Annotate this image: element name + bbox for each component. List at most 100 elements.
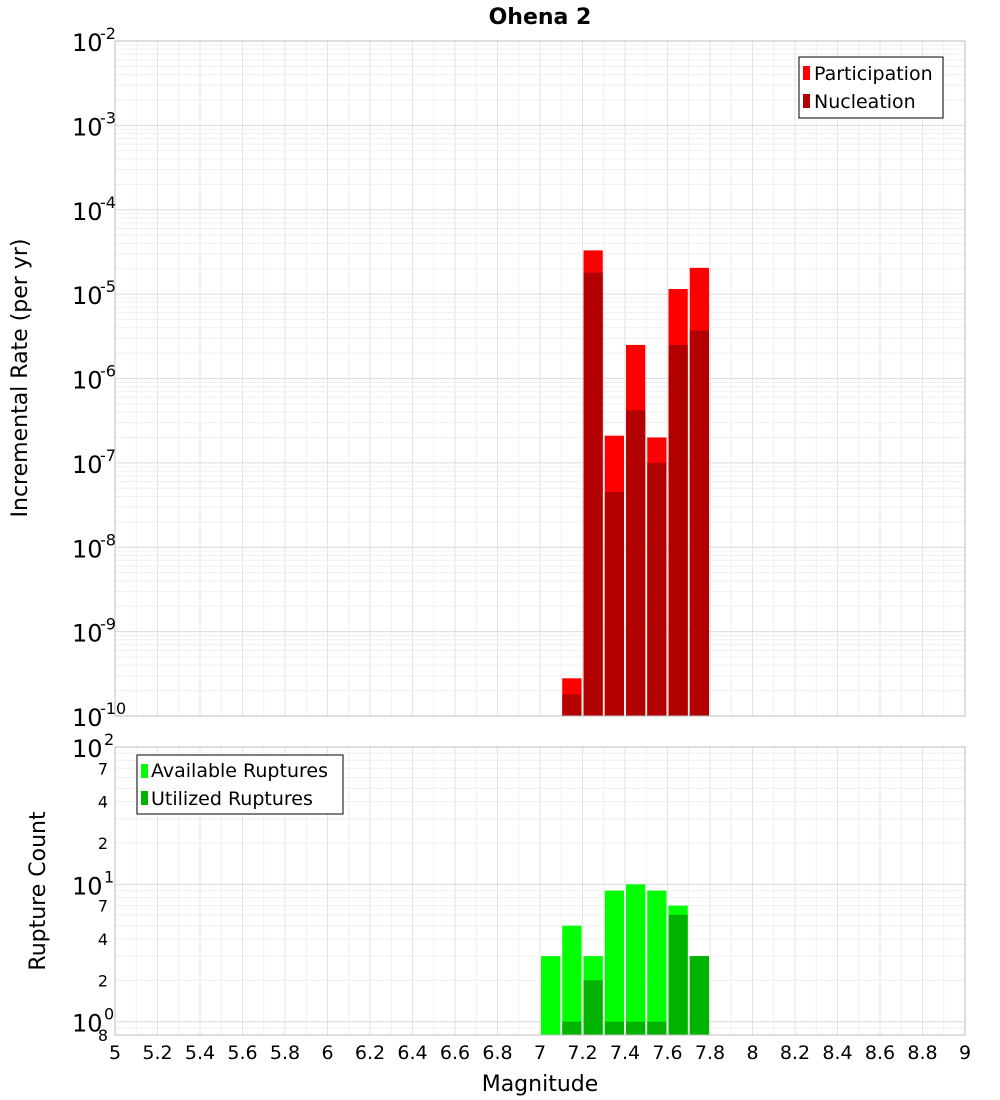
x-tick-label: 6.2 [355,1042,385,1064]
chart-title: Ohena 2 [489,5,592,30]
legend-label-nucleation: Nucleation [814,91,916,113]
x-tick-label: 6.4 [397,1042,427,1064]
legend-label-utilized-ruptures: Utilized Ruptures [151,788,313,810]
top-legend: Participation Nucleation [798,56,944,119]
bar-available-ruptures [626,884,646,1035]
bottom-y-tick-label: 2 [98,971,108,990]
x-tick-label: 6.6 [440,1042,470,1064]
top-y-tick-label: 10-4 [72,193,116,226]
bar-utilized-ruptures [668,914,688,1035]
bar-nucleation [583,272,603,716]
bottom-y-tick-base: 10 [72,872,103,900]
top-legend-box [798,56,944,119]
top-y-tick-exponent: -4 [100,193,116,212]
bottom-y-tick-base: 10 [72,1010,103,1038]
x-tick-label: 8.6 [865,1042,895,1064]
bar-available-ruptures [562,925,582,1035]
top-y-tick-label: 10-6 [72,362,116,395]
top-y-tick-exponent: -7 [100,446,116,465]
bar-available-ruptures [541,956,561,1035]
top-y-tick-exponent: -3 [100,108,116,127]
legend-label-available-ruptures: Available Ruptures [151,760,328,782]
bottom-y-tick-exponent: 2 [104,730,114,749]
top-y-tick-label: 10-2 [72,24,116,57]
top-y-tick-exponent: -9 [100,615,116,634]
x-axis-ticks: 5 5.2 5.4 5.6 5.8 6 6.2 6.4 6.6 6.8 7 7.2 7.4 7.6 7.8 8… [109,1042,971,1064]
top-plot-grid [114,41,966,717]
bar-available-ruptures [647,890,667,1035]
top-plot-bars [562,250,709,717]
bottom-plot-bars [541,884,709,1035]
x-tick-label: 5.2 [142,1042,172,1064]
x-tick-label: 5.8 [270,1042,300,1064]
x-tick-label: 5.6 [227,1042,257,1064]
top-y-tick-base: 10 [72,282,103,310]
x-tick-label: 7.6 [652,1042,682,1064]
x-tick-label: 8 [746,1042,758,1064]
top-y-tick-base: 10 [72,704,103,732]
x-tick-label: 8.4 [822,1042,852,1064]
legend-label-participation: Participation [814,63,933,85]
top-y-tick-base: 10 [72,198,103,226]
bottom-y-tick-label: 4 [98,930,108,949]
bottom-legend: Available Ruptures Utilized Ruptures [136,754,344,815]
bottom-y-tick-base: 10 [72,735,103,763]
top-y-tick-label: 10-3 [72,108,116,141]
top-y-tick-label: 10-10 [72,699,126,732]
bar-utilized-ruptures [604,1021,624,1035]
top-y-tick-base: 10 [72,113,103,141]
x-axis-label: Magnitude [482,1072,599,1097]
bar-nucleation [562,694,582,716]
top-y-tick-exponent: -6 [100,362,116,381]
top-y-tick-base: 10 [72,535,103,563]
legend-swatch-utilized-ruptures [141,791,148,805]
bar-utilized-ruptures [626,1021,646,1035]
bottom-legend-box [136,754,344,815]
legend-swatch-nucleation [803,94,810,108]
top-y-tick-label: 10-9 [72,615,116,648]
top-y-tick-base: 10 [72,620,103,648]
top-y-tick-label: 10-7 [72,446,116,479]
bottom-y-major-tick: 10 2 [72,730,114,763]
bottom-y-tick-label: 4 [98,793,108,812]
top-y-tick-label: 10-5 [72,277,116,310]
bar-nucleation [626,410,646,716]
x-tick-label: 8.8 [907,1042,937,1064]
x-tick-label: 6.8 [482,1042,512,1064]
top-y-tick-exponent: -2 [100,24,116,43]
bottom-y-tick-label: 7 [98,897,108,916]
bottom-y-axis-label: Rupture Count [26,811,51,971]
top-y-tick-base: 10 [72,367,103,395]
x-tick-label: 6 [321,1042,333,1064]
x-tick-label: 7 [534,1042,546,1064]
top-y-tick-base: 10 [72,29,103,57]
bottom-y-tick-label: 8 [98,1026,108,1045]
bar-utilized-ruptures [562,1021,582,1035]
bar-available-ruptures [604,890,624,1035]
legend-swatch-participation [803,66,810,80]
x-tick-label: 5.4 [185,1042,215,1064]
top-y-axis-label: Incremental Rate (per yr) [8,239,33,518]
top-y-tick-exponent: -8 [100,530,116,549]
bottom-y-tick-label: 7 [98,759,108,778]
x-tick-label: 9 [959,1042,971,1064]
bar-nucleation [604,492,624,716]
bar-nucleation [689,330,709,716]
top-y-tick-exponent: -5 [100,277,116,296]
x-tick-label: 5 [109,1042,121,1064]
bar-nucleation [668,344,688,716]
bottom-y-major-tick: 10 0 [72,1005,114,1038]
legend-swatch-available-ruptures [141,764,148,778]
bottom-y-tick-label: 2 [98,834,108,853]
bar-utilized-ruptures [689,956,709,1035]
x-tick-label: 8.2 [780,1042,810,1064]
x-tick-label: 7.8 [695,1042,725,1064]
bar-utilized-ruptures [647,1021,667,1035]
top-y-tick-base: 10 [72,451,103,479]
bottom-plot-frame [114,746,966,1036]
top-y-tick-label: 10-8 [72,530,116,563]
bottom-y-tick-exponent: 0 [104,1005,114,1024]
top-plot-frame [114,40,966,717]
x-tick-label: 7.4 [610,1042,640,1064]
